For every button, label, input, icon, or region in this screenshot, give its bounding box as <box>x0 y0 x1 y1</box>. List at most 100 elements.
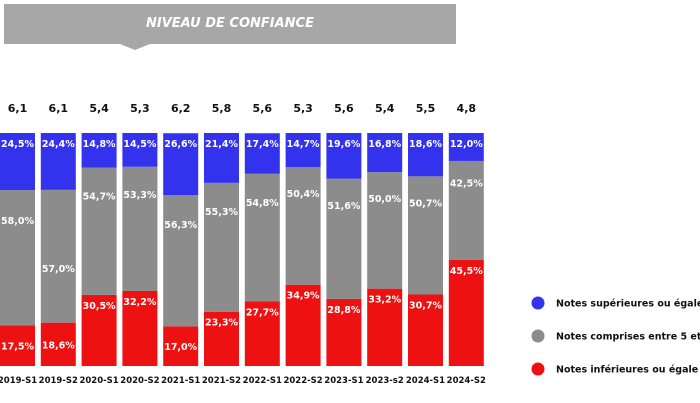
data-label: 54,8% <box>246 198 279 209</box>
data-label: 55,3% <box>205 207 238 218</box>
bar-segment <box>244 133 280 174</box>
score-label: 5,4 <box>375 102 395 115</box>
bar-segment <box>0 325 35 366</box>
data-label: 12,0% <box>450 139 483 150</box>
bar-segment <box>204 311 239 366</box>
bar-segment <box>40 322 76 366</box>
bar-segment <box>40 189 76 323</box>
score-label: 5,6 <box>253 102 273 115</box>
data-label: 14,7% <box>287 139 320 150</box>
legend-marker <box>531 362 545 376</box>
bar-segment <box>367 288 403 366</box>
data-label: 18,6% <box>409 139 442 150</box>
score-label: 6,1 <box>8 102 28 115</box>
bar-segment <box>40 133 76 190</box>
data-label: 24,5% <box>1 139 34 150</box>
score-label: 4,8 <box>457 102 477 115</box>
bar-segment <box>163 133 199 196</box>
bar-segment <box>367 172 403 289</box>
legend-marker <box>531 296 545 310</box>
bar-segment <box>204 182 239 312</box>
bar-segment <box>0 190 35 326</box>
bar-segment <box>244 173 280 302</box>
bar-segment <box>204 133 239 183</box>
data-label: 27,7% <box>246 307 279 318</box>
category-label: 2024-S2 <box>447 376 486 386</box>
bar-segment <box>408 294 443 366</box>
data-label: 50,0% <box>368 194 401 205</box>
score-label: 6,2 <box>171 102 191 115</box>
category-label: 2024-S1 <box>406 376 445 386</box>
data-label: 17,5% <box>1 342 34 353</box>
bar-segment <box>81 167 117 295</box>
category-label: 2022-S1 <box>243 376 282 386</box>
data-label: 18,6% <box>42 340 75 351</box>
data-label: 24,4% <box>42 139 75 150</box>
data-label: 21,4% <box>205 139 238 150</box>
data-label: 34,9% <box>287 291 320 302</box>
data-label: 50,4% <box>287 189 320 200</box>
bar-segment <box>408 133 443 177</box>
category-label: 2019-S1 <box>0 376 37 386</box>
bar-segment <box>285 167 321 285</box>
legend-label: Notes comprises entre 5 et 7 <box>556 332 700 343</box>
category-label: 2019-S2 <box>39 376 78 386</box>
data-label: 26,6% <box>164 139 197 150</box>
legend-label: Notes inférieures ou égale à 4 <box>556 365 700 376</box>
score-label: 5,5 <box>416 102 436 115</box>
bar-segment <box>326 133 362 179</box>
bar-segment <box>0 133 35 191</box>
bar-segment <box>285 133 321 168</box>
data-label: 57,0% <box>42 264 75 275</box>
category-label: 2021-S1 <box>161 376 200 386</box>
data-label: 45,5% <box>450 266 483 277</box>
bar-segment <box>244 301 280 366</box>
bar-segment <box>448 259 484 366</box>
bar-segment <box>81 294 117 366</box>
bar-segment <box>448 133 484 161</box>
data-label: 42,5% <box>450 179 483 190</box>
bar-segment <box>122 133 158 167</box>
category-label: 2020-S1 <box>79 376 118 386</box>
data-label: 54,7% <box>83 192 116 203</box>
category-label: 2023-S1 <box>324 376 363 386</box>
data-label: 30,7% <box>409 300 442 311</box>
bar-segment <box>122 290 158 366</box>
bar-segment <box>408 176 443 295</box>
data-label: 14,5% <box>123 139 156 150</box>
bar-segment <box>367 133 403 173</box>
bar-segment <box>448 160 484 260</box>
data-label: 53,3% <box>123 190 156 201</box>
bar-segment <box>163 195 199 327</box>
bar-segment <box>326 298 362 366</box>
score-label: 5,3 <box>293 102 313 115</box>
chart-title: NIVEAU DE CONFIANCE <box>146 16 314 31</box>
data-label: 58,0% <box>1 216 34 227</box>
bar-segment <box>122 166 158 291</box>
category-label: 2020-S2 <box>120 376 159 386</box>
category-label: 2023-s2 <box>366 376 404 386</box>
data-label: 33,2% <box>368 295 401 306</box>
score-label: 5,8 <box>212 102 232 115</box>
data-label: 56,3% <box>164 220 197 231</box>
data-label: 16,8% <box>368 139 401 150</box>
legend: Notes supérieures ou égale à 8 Notes comp… <box>531 296 700 376</box>
data-label: 30,5% <box>83 301 116 312</box>
data-label: 19,6% <box>327 139 360 150</box>
data-label: 23,3% <box>205 318 238 329</box>
bar-segment <box>163 326 199 366</box>
legend-marker <box>531 329 545 343</box>
data-label: 51,6% <box>327 201 360 212</box>
data-label: 17,4% <box>246 139 279 150</box>
bar-segment <box>81 133 117 168</box>
bar-segment <box>285 284 321 366</box>
title-banner: NIVEAU DE CONFIANCE <box>4 4 456 50</box>
category-label: 2021-S2 <box>202 376 241 386</box>
legend-label: Notes supérieures ou égale à 8 <box>556 299 700 310</box>
data-label: 32,2% <box>123 297 156 308</box>
score-label: 6,1 <box>49 102 69 115</box>
bars-layer: 17,5% 58,0% 24,5% 6,1 2019-S1 18,6% 57,0% 24,4%… <box>0 102 486 386</box>
bar-segment <box>326 178 362 299</box>
data-label: 17,0% <box>164 342 197 353</box>
